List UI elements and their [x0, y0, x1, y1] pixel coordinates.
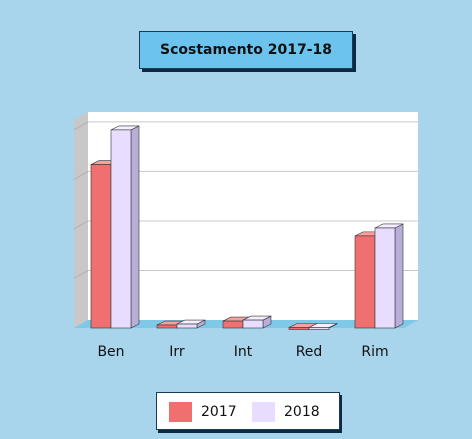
- bar-2018-Int: [242, 315, 272, 329]
- gridline-side: [73, 270, 89, 279]
- x-tick-label-ben: Ben: [97, 344, 124, 360]
- bar-2018-Red: [308, 323, 338, 330]
- legend-item-2018: 2018: [252, 402, 320, 422]
- chart-side-wall: [74, 112, 88, 328]
- legend-label-2017: 2017: [201, 404, 237, 420]
- chart-legend: 2017 2018: [156, 392, 340, 430]
- legend-swatch-2017: [169, 402, 192, 422]
- chart-title: Scostamento 2017-18: [139, 31, 353, 69]
- legend-swatch-2018: [252, 402, 275, 422]
- x-tick-label-red: Red: [296, 344, 323, 360]
- x-tick-label-int: Int: [234, 344, 253, 360]
- legend-label-2018: 2018: [284, 404, 320, 420]
- bar-2018-Ben: [110, 125, 140, 329]
- legend-item-2017: 2017: [169, 402, 237, 422]
- gridline-side: [73, 121, 89, 131]
- gridline-side: [73, 170, 89, 180]
- bar-2018-Rim: [374, 223, 404, 329]
- bar-2018-Irr: [176, 319, 206, 329]
- x-tick-label-rim: Rim: [361, 344, 388, 360]
- gridline-side: [73, 220, 89, 230]
- x-tick-label-irr: Irr: [169, 344, 185, 360]
